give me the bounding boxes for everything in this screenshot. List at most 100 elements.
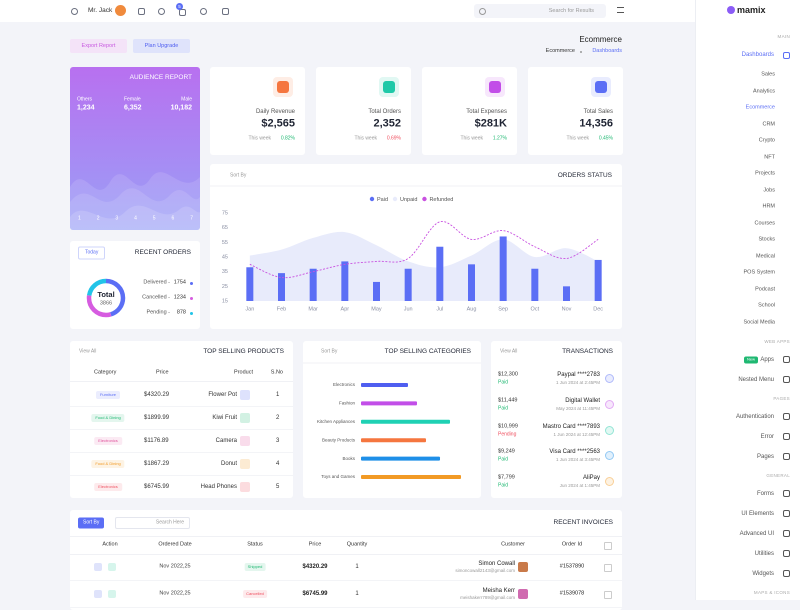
menu-icon (783, 550, 790, 557)
upgrade-button[interactable]: Plan Upgrade (133, 39, 190, 53)
category-label: Kitchen Appliances (317, 419, 356, 424)
top-categories: Electronics Fashion Kitchen Appliances Beau… (303, 341, 481, 498)
legend-dot (190, 281, 193, 285)
bar (373, 281, 380, 301)
apps-icon[interactable] (222, 8, 229, 15)
column-header: Price (156, 369, 169, 376)
price: $1176.89 (144, 438, 169, 444)
submenu-item[interactable]: Podcast (755, 285, 775, 292)
bar (361, 456, 440, 461)
sort-button[interactable]: Sort By (230, 172, 247, 179)
breadcrumb-link[interactable]: Dashboards (592, 48, 622, 54)
settings-icon[interactable] (71, 8, 78, 15)
submenu-item[interactable]: Medical (756, 252, 775, 259)
submenu-item[interactable]: School (758, 302, 775, 309)
submenu-item[interactable]: Social Media (743, 318, 776, 325)
menu-item[interactable]: Utilities (754, 550, 774, 557)
price: $4320.29 (302, 564, 328, 570)
menu-item[interactable]: Widgets (752, 570, 774, 577)
download-button[interactable] (108, 563, 116, 571)
bar (341, 261, 349, 301)
sort-button[interactable]: Sort By (321, 348, 338, 355)
row-line (70, 452, 293, 453)
stat-icon (273, 77, 293, 97)
menu-item[interactable]: Advanced UI (739, 530, 774, 537)
transactions: View All TRANSACTIONS $12,300 Paid Paypal **… (491, 341, 622, 498)
menu-icon (783, 413, 790, 420)
order-count: 1234 (173, 294, 186, 301)
menu-icon (783, 453, 790, 460)
menu-item[interactable]: Dashboards (741, 52, 774, 58)
submenu-item[interactable]: NFT (764, 153, 775, 160)
user-name[interactable]: Mr. Jack (88, 7, 113, 14)
header-line (70, 554, 622, 555)
menu-item[interactable]: Apps (760, 356, 774, 363)
submenu-item[interactable]: POS System (743, 269, 775, 276)
row-checkbox[interactable] (604, 564, 612, 572)
cart-icon[interactable] (179, 9, 186, 16)
menu-toggle[interactable] (617, 7, 624, 13)
y-tick-label: 25 (222, 284, 228, 290)
x-label: 4 (134, 215, 137, 222)
stat-value: 10,182 (170, 104, 192, 112)
edit-button[interactable] (94, 590, 102, 598)
x-tick-label: Oct (531, 306, 540, 312)
recent-invoices: Sort By Search Here RECENT INVOICES Action O… (70, 510, 622, 610)
avatar[interactable] (115, 5, 126, 16)
stat-value: $2,565 (261, 117, 295, 130)
menu-item[interactable]: Authentication (735, 413, 774, 420)
bar (246, 267, 254, 301)
x-tick-label: Mar (308, 306, 318, 312)
stat-label: Female (124, 96, 141, 103)
menu-item[interactable]: Error (760, 433, 774, 440)
category-badge: Food & Dining (91, 414, 125, 422)
x-label: 2 (96, 215, 100, 222)
breadcrumb-current: Ecommerce (545, 48, 575, 54)
order-label: Cancelled - (142, 294, 170, 301)
stat-icon (379, 77, 399, 97)
submenu-item[interactable]: Jobs (763, 186, 775, 193)
menu-item[interactable]: UI Elements (741, 510, 774, 517)
search-box[interactable]: Search for Results (474, 4, 606, 18)
submenu-item[interactable]: HRM (762, 203, 775, 210)
submenu-item[interactable]: Ecommerce (745, 104, 775, 111)
download-button[interactable] (108, 590, 116, 598)
view-all[interactable]: View All (79, 348, 97, 355)
customer-email: simoncowall2143@gmail.com (455, 567, 515, 573)
search-box[interactable]: Search Here (115, 517, 190, 529)
menu-item[interactable]: Forms (757, 490, 774, 497)
export-button[interactable]: Export Report (70, 39, 127, 53)
date: 1 Jun 2024 at 2:45PM (555, 379, 600, 385)
edit-button[interactable] (94, 563, 102, 571)
date: Jun 2024 at 1:45PM (559, 482, 600, 488)
status: Paid (498, 482, 509, 489)
donut-total: 3866 (100, 300, 112, 306)
menu-item[interactable]: Nested Menu (738, 376, 774, 383)
row-checkbox[interactable] (604, 591, 612, 599)
today-button[interactable]: Today (78, 246, 106, 260)
submenu-item[interactable]: Crypto (758, 137, 775, 144)
submenu-item[interactable]: Analytics (752, 87, 775, 94)
stat-icon (591, 77, 611, 97)
sidebar: mamix MAIN Dashboards Sales Analytics Ecomme… (695, 0, 800, 600)
theme-icon[interactable] (200, 8, 207, 15)
menu-item[interactable]: Pages (756, 453, 774, 460)
y-tick-label: 15 (222, 298, 228, 304)
submenu-item[interactable]: Stocks (758, 236, 775, 243)
submenu-item[interactable]: Courses (754, 219, 775, 226)
date: 1 Jun 2024 at 3:45PM (555, 457, 600, 463)
sort-button[interactable]: Sort By (78, 517, 105, 529)
submenu-item[interactable]: Projects (755, 170, 775, 177)
product-name: Flower Pot (208, 392, 237, 398)
customer-name: Meisha Kerr (482, 588, 515, 594)
fullscreen-icon[interactable] (138, 8, 145, 15)
view-all[interactable]: View All (500, 348, 518, 355)
submenu-item[interactable]: CRM (762, 120, 775, 127)
product-name: Kiwi Fruit (212, 415, 237, 421)
date: May 2024 at 11:45PM (556, 405, 600, 411)
wave (70, 205, 200, 230)
refresh-icon[interactable] (158, 8, 165, 15)
legend-label: Refunded (429, 197, 453, 203)
bar (309, 268, 317, 301)
submenu-item[interactable]: Sales (761, 71, 775, 78)
